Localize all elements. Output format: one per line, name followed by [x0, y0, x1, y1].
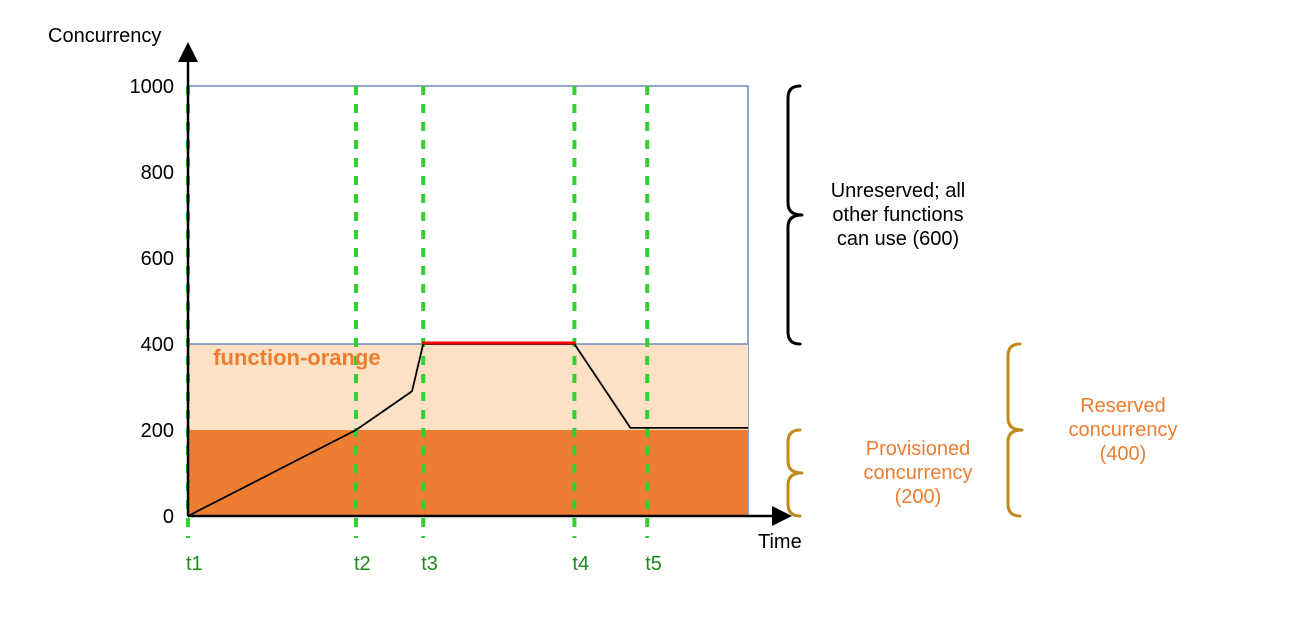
y-tick: 400 [141, 334, 174, 356]
annotation-provisioned: Provisionedconcurrency(200) [788, 430, 972, 516]
annotation-line: (200) [895, 486, 942, 508]
y-tick: 800 [141, 162, 174, 184]
time-label: t3 [421, 553, 438, 575]
annotation-line: Provisioned [866, 438, 971, 460]
time-label: t4 [572, 553, 589, 575]
annotation-line: concurrency [864, 462, 973, 484]
y-tick-labels: 0 200 400 600 800 1000 [130, 76, 175, 528]
y-tick: 1000 [130, 76, 175, 98]
annotation-unreserved: Unreserved; allother functionscan use (6… [788, 86, 965, 344]
chart-bands [188, 86, 748, 516]
function-label: function-orange [213, 345, 380, 370]
y-tick: 200 [141, 420, 174, 442]
annotation-line: Reserved [1080, 395, 1166, 417]
time-label: t5 [645, 553, 662, 575]
annotation-line: concurrency [1069, 419, 1178, 441]
annotation-line: can use (600) [837, 228, 959, 250]
time-marker-labels: t1 t2 t3 t4 t5 [186, 553, 662, 575]
annotation-line: (400) [1100, 443, 1147, 465]
time-label: t2 [354, 553, 371, 575]
x-axis-label: Time [758, 531, 802, 553]
y-tick: 600 [141, 248, 174, 270]
annotation-line: Unreserved; all [831, 180, 966, 202]
annotation-reserved: Reservedconcurrency(400) [1008, 344, 1177, 516]
y-axis-label: Concurrency [48, 25, 161, 47]
time-label: t1 [186, 553, 203, 575]
y-tick: 0 [163, 506, 174, 528]
annotation-line: other functions [832, 204, 963, 226]
